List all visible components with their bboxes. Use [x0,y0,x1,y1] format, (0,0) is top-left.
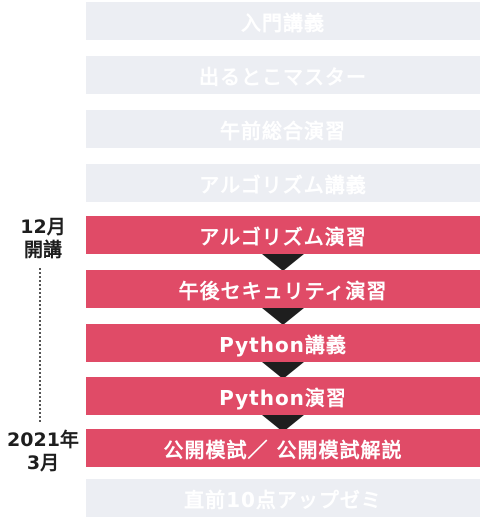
timeline-start-label: 12月 開講 [0,216,86,262]
timeline-end-year: 2021年 [7,429,79,451]
step-final-seminar: 直前10点アップゼミ [86,479,480,517]
step-key-points-master: 出るとこマスター [86,56,480,94]
step-algorithm-practice: アルゴリズム演習 [86,216,480,254]
arrow-down-icon [262,254,304,271]
arrow-down-icon [262,308,304,325]
step-python-lecture: Python講義 [86,324,480,362]
step-mock-exam: 公開模試／ 公開模試解説 [86,429,480,467]
step-algorithm-lecture: アルゴリズム講義 [86,164,480,202]
arrow-down-icon [262,415,304,432]
step-morning-practice: 午前総合演習 [86,110,480,148]
arrow-down-icon [262,362,304,379]
step-intro-lecture: 入門講義 [86,2,480,40]
timeline-start-month: 12月 [20,216,66,238]
timeline-dotted-line [39,268,41,422]
step-python-practice: Python演習 [86,377,480,415]
step-afternoon-security-practice: 午後セキュリティ演習 [86,270,480,308]
timeline-end-label: 2021年 3月 [0,429,86,475]
timeline-start-text: 開講 [23,239,62,261]
timeline-end-month: 3月 [26,452,60,474]
